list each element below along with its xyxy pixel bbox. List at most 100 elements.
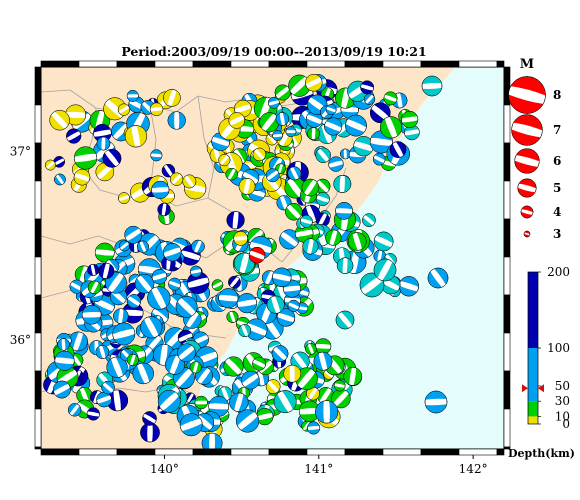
focal-mechanism-beachball bbox=[226, 310, 239, 323]
depth-legend-tick-label: 100 bbox=[547, 341, 570, 355]
focal-mechanism-beachball bbox=[283, 364, 302, 383]
focal-mechanism-beachball bbox=[305, 343, 317, 355]
focal-mechanism-beachball bbox=[49, 110, 70, 131]
focal-mechanism-beachball bbox=[285, 203, 303, 221]
focal-mechanism-beachball bbox=[325, 104, 337, 115]
focal-mechanism-beachball bbox=[142, 411, 157, 426]
focal-mechanism-beachball bbox=[252, 356, 267, 371]
frame-bar-bottom bbox=[192, 448, 232, 456]
focal-mechanism-beachball bbox=[241, 370, 260, 390]
focal-mechanism-beachball bbox=[190, 265, 202, 278]
focal-mechanism-beachball bbox=[362, 213, 376, 227]
magnitude-legend-symbol bbox=[520, 205, 534, 219]
frame-bar-bottom bbox=[116, 448, 156, 456]
focal-mechanism-beachball bbox=[67, 403, 82, 417]
longitude-tick-label: 142° bbox=[459, 462, 488, 476]
mainshock-beachball bbox=[248, 246, 266, 264]
focal-mechanism-beachball bbox=[335, 202, 353, 220]
frame-bar-bottom bbox=[420, 448, 460, 456]
focal-mechanism-beachball bbox=[299, 214, 313, 228]
focal-mechanism-beachball bbox=[101, 380, 115, 395]
frame-bar-right bbox=[503, 142, 511, 182]
focal-mechanism-beachball bbox=[265, 379, 281, 394]
focal-mechanism-beachball bbox=[315, 192, 330, 206]
focal-mechanism-beachball bbox=[275, 112, 290, 126]
focal-mechanism-beachball bbox=[150, 149, 163, 162]
focal-mechanism-beachball bbox=[353, 136, 374, 157]
magnitude-legend-label: 6 bbox=[553, 154, 561, 168]
focal-mechanism-beachball bbox=[175, 295, 198, 318]
focal-mechanism-beachball bbox=[313, 351, 333, 371]
focal-mechanism-beachball bbox=[68, 331, 88, 352]
frame-bar-left bbox=[34, 294, 42, 334]
focal-mechanism-beachball bbox=[324, 117, 343, 136]
frame-bar-left bbox=[34, 332, 42, 372]
focal-mechanism-beachball bbox=[229, 392, 249, 412]
focal-mechanism-beachball bbox=[372, 152, 386, 166]
focal-mechanism-beachball bbox=[302, 238, 319, 255]
focal-mechanism-beachball bbox=[424, 390, 448, 414]
focal-mechanism-beachball bbox=[236, 409, 260, 433]
frame-bar-right bbox=[503, 180, 511, 220]
focal-mechanism-beachball bbox=[53, 380, 71, 399]
focal-mechanism-beachball bbox=[182, 174, 197, 189]
focal-mechanism-beachball bbox=[285, 126, 297, 137]
map-frame bbox=[34, 60, 511, 456]
focal-mechanism-beachball bbox=[226, 211, 245, 230]
focal-mechanism-beachball bbox=[136, 240, 149, 253]
frame-bar-left bbox=[34, 446, 42, 450]
focal-mechanism-beachball bbox=[236, 293, 257, 314]
focal-mechanism-beachball bbox=[305, 74, 323, 92]
focal-mechanism-beachball bbox=[333, 175, 352, 193]
focal-mechanism-beachball bbox=[194, 395, 208, 410]
focal-mechanism-beachball bbox=[287, 299, 300, 312]
mainshock-beachball-symbol bbox=[248, 246, 266, 264]
focal-mechanism-beachball bbox=[76, 387, 93, 404]
focal-mechanism-beachball bbox=[191, 239, 205, 254]
focal-mechanism-beachballs bbox=[43, 74, 449, 449]
focal-mechanism-beachball bbox=[363, 93, 376, 105]
focal-mechanism-beachball bbox=[328, 156, 344, 172]
depth-legend-title: Depth(km) bbox=[508, 447, 575, 460]
focal-mechanism-beachball bbox=[274, 84, 291, 101]
focal-mechanism-beachball bbox=[298, 400, 321, 422]
focal-mechanism-beachball bbox=[167, 111, 186, 130]
focal-mechanism-beachball bbox=[383, 91, 398, 106]
focal-mechanism-beachball bbox=[228, 112, 245, 129]
frame-bar-right bbox=[503, 218, 511, 258]
magnitude-legend: M 8 7 6 5 4 3 bbox=[508, 57, 561, 241]
focal-mechanism-beachball bbox=[95, 162, 115, 182]
focal-mechanism-beachball bbox=[132, 362, 154, 385]
focal-mechanism-beachball bbox=[389, 141, 407, 158]
focal-mechanism-beachball bbox=[98, 262, 115, 279]
focal-mechanism-beachball bbox=[369, 102, 391, 124]
focal-mechanism-beachball bbox=[218, 154, 231, 167]
frame-bar-bottom bbox=[496, 448, 505, 456]
frame-bar-bottom bbox=[458, 448, 498, 456]
focal-mechanism-beachball bbox=[94, 242, 115, 263]
focal-mechanism-beachball bbox=[273, 390, 297, 414]
longitude-tick-label: 141° bbox=[304, 462, 333, 476]
focal-mechanism-beachball bbox=[163, 89, 181, 107]
focal-mechanism-beachball bbox=[163, 242, 182, 262]
focal-mechanism-beachball bbox=[401, 110, 419, 128]
focal-mechanism-beachball bbox=[272, 267, 292, 288]
focal-mechanism-beachball bbox=[379, 116, 403, 139]
depth-legend-tick-label: 50 bbox=[555, 379, 570, 393]
focal-mechanism-beachball bbox=[315, 400, 339, 424]
magnitude-legend-label: 3 bbox=[553, 227, 561, 241]
focal-mechanism-beachball bbox=[359, 272, 385, 298]
frame-bar-left bbox=[34, 408, 42, 448]
frame-bar-top bbox=[420, 60, 460, 68]
focal-mechanism-beachball bbox=[238, 324, 252, 338]
focal-mechanism-beachball bbox=[96, 136, 111, 151]
focal-mechanism-beachball bbox=[373, 231, 394, 252]
frame-bar-top bbox=[344, 60, 384, 68]
focal-mechanism-beachball bbox=[169, 172, 184, 186]
frame-bar-right bbox=[503, 104, 511, 144]
focal-mechanism-beachball bbox=[45, 159, 56, 171]
focal-mechanism-beachball bbox=[126, 294, 142, 309]
focal-mechanism-beachball bbox=[113, 308, 129, 324]
focal-mechanism-beachball bbox=[168, 277, 182, 291]
